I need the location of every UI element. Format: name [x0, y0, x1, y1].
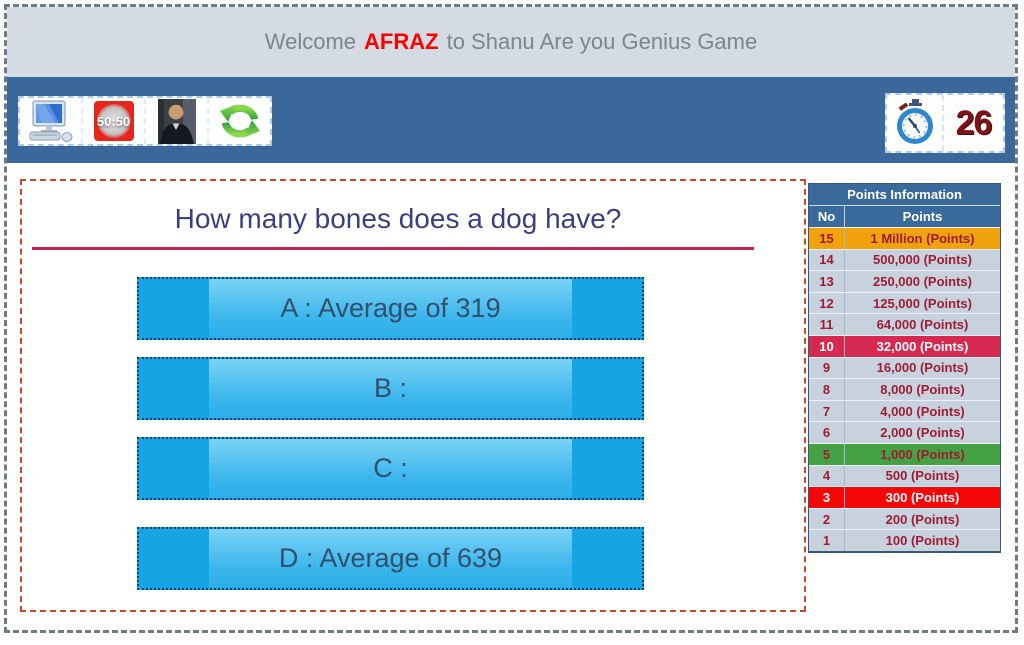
points-row-value: 16,000 (Points) — [876, 360, 969, 376]
points-row-no: 13 — [809, 271, 845, 292]
points-row-no: 7 — [809, 400, 845, 422]
player-name: AFRAZ — [364, 29, 439, 54]
points-row-no: 4 — [809, 465, 845, 487]
answer-b-label: B : — [373, 373, 407, 403]
points-table-header: No Points — [809, 206, 1000, 227]
points-row-no: 8 — [809, 379, 845, 400]
points-row-value: 2,000 (Points) — [880, 425, 965, 441]
points-row-no: 9 — [809, 357, 845, 379]
points-row: 4 500 (Points) — [809, 464, 1000, 487]
points-row: 3 300 (Points) — [809, 486, 1000, 508]
points-row: 10 32,000 (Points) — [809, 334, 1000, 357]
question-panel: How many bones does a dog have? A : Aver… — [20, 179, 806, 612]
points-row-no: 1 — [809, 530, 845, 551]
points-row: 14 500,000 (Points) — [809, 248, 1000, 271]
points-table: Points Information No Points 15 1 Millio… — [808, 183, 1001, 553]
points-row-no: 2 — [809, 508, 845, 530]
computer-lifeline-button[interactable] — [20, 98, 81, 144]
points-row-value: 8,000 (Points) — [880, 381, 965, 397]
points-row: 9 16,000 (Points) — [809, 356, 1000, 379]
answer-button-c[interactable]: C : — [137, 437, 644, 500]
points-row-no: 5 — [809, 443, 845, 465]
points-row-value: 4,000 (Points) — [880, 403, 965, 419]
points-row-value: 250,000 (Points) — [873, 273, 972, 289]
lifeline-strip: 50:50 — [18, 96, 272, 146]
points-row-value: 64,000 (Points) — [876, 317, 969, 333]
points-row: 13 250,000 (Points) — [809, 270, 1000, 292]
points-table-title: Points Information — [809, 184, 1000, 206]
points-row: 12 125,000 (Points) — [809, 291, 1000, 314]
col-no: No — [809, 206, 845, 227]
col-points: Points — [902, 209, 943, 224]
points-row: 6 2,000 (Points) — [809, 421, 1000, 443]
answer-button-d[interactable]: D : Average of 639 — [137, 527, 644, 590]
points-row: 2 200 (Points) — [809, 507, 1000, 530]
points-row-no: 6 — [809, 422, 845, 443]
fifty-fifty-circle — [96, 104, 131, 138]
fifty-fifty-button[interactable]: 50:50 — [81, 98, 144, 144]
points-row-value: 100 (Points) — [885, 533, 960, 549]
points-row-value: 200 (Points) — [885, 511, 960, 527]
points-row: 7 4,000 (Points) — [809, 399, 1000, 422]
question-underline — [32, 247, 754, 250]
timer: 26 — [885, 93, 1005, 153]
points-row-no: 3 — [809, 487, 845, 508]
computer-icon — [29, 100, 72, 142]
points-row-value: 1,000 (Points) — [880, 446, 965, 462]
welcome-banner: Welcome AFRAZ to Shanu Are you Genius Ga… — [7, 7, 1015, 77]
answer-d-label: D : Average of 639 — [278, 543, 503, 573]
points-row-value: 500 (Points) — [885, 468, 960, 484]
answer-button-a[interactable]: A : Average of 319 — [137, 277, 644, 340]
question-text: How many bones does a dog have? — [174, 203, 622, 234]
phone-a-friend-button[interactable] — [144, 98, 207, 144]
points-row-no: 10 — [809, 335, 845, 357]
refresh-button[interactable] — [207, 98, 270, 144]
points-row: 8 8,000 (Points) — [809, 378, 1000, 400]
answer-c-label: C : — [373, 453, 408, 483]
answer-a-label: A : Average of 319 — [280, 293, 501, 323]
points-row-value: 300 (Points) — [885, 489, 960, 505]
points-row-no: 15 — [809, 228, 845, 249]
welcome-prefix: Welcome — [264, 29, 357, 54]
toolbar: 50:50 — [7, 77, 1015, 163]
timer-value: 26 — [942, 95, 1003, 151]
points-row-value: 125,000 (Points) — [873, 295, 972, 311]
refresh-icon — [219, 104, 260, 138]
points-row: 11 64,000 (Points) — [809, 313, 1000, 335]
fifty-fifty-label: 50:50 — [96, 113, 131, 129]
points-row: 5 1,000 (Points) — [809, 442, 1000, 465]
points-row-no: 11 — [809, 314, 845, 335]
friend-photo — [157, 98, 196, 144]
points-row-no: 14 — [809, 249, 845, 271]
points-row-value: 1 Million (Points) — [870, 230, 975, 246]
points-row: 1 100 (Points) — [809, 529, 1000, 551]
points-row: 15 1 Million (Points) — [809, 227, 1000, 249]
points-row-value: 500,000 (Points) — [873, 252, 972, 268]
points-row-no: 12 — [809, 292, 845, 314]
answer-button-b[interactable]: B : — [137, 357, 644, 420]
points-row-value: 32,000 (Points) — [876, 338, 969, 354]
fifty-fifty-icon: 50:50 — [93, 101, 134, 141]
welcome-suffix: to Shanu Are you Genius Game — [446, 29, 758, 54]
stopwatch-icon — [887, 95, 942, 151]
